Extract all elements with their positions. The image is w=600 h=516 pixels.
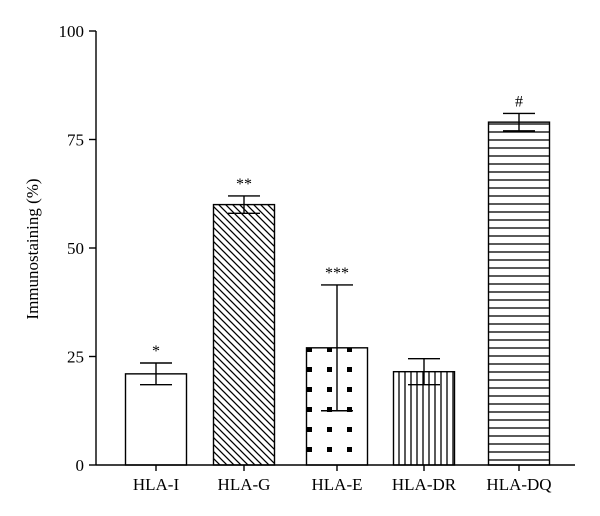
x-tick-label-hla-e: HLA-E bbox=[312, 475, 363, 494]
x-tick-label-hla-g: HLA-G bbox=[218, 475, 271, 494]
y-tick-label-100: 100 bbox=[59, 22, 85, 41]
significance-mark-hla-e: *** bbox=[325, 265, 349, 282]
y-axis-label: Immunostaining (%) bbox=[23, 178, 42, 319]
x-tick-label-hla-dq: HLA-DQ bbox=[486, 475, 551, 494]
bars-layer: ******# bbox=[124, 93, 551, 466]
y-tick-label-25: 25 bbox=[67, 348, 84, 367]
axes-layer: HLA-I HLA-G HLA-E HLA-DR HLA-DQ 0 25 50 75 100 bbox=[59, 22, 575, 494]
significance-mark-hla-i: * bbox=[152, 343, 160, 360]
bar-hla-dr bbox=[392, 370, 456, 466]
y-tick-label-0: 0 bbox=[76, 456, 85, 475]
x-tick-label-hla-i: HLA-I bbox=[133, 475, 180, 494]
bar-hla-i bbox=[124, 373, 188, 466]
significance-mark-hla-dq: # bbox=[515, 93, 523, 110]
y-tick-label-75: 75 bbox=[67, 131, 84, 150]
significance-mark-hla-g: ** bbox=[236, 176, 252, 193]
x-tick-label-hla-dr: HLA-DR bbox=[392, 475, 457, 494]
bar-hla-dq bbox=[487, 121, 551, 466]
bar-hla-g bbox=[212, 203, 276, 466]
y-tick-label-50: 50 bbox=[67, 239, 84, 258]
